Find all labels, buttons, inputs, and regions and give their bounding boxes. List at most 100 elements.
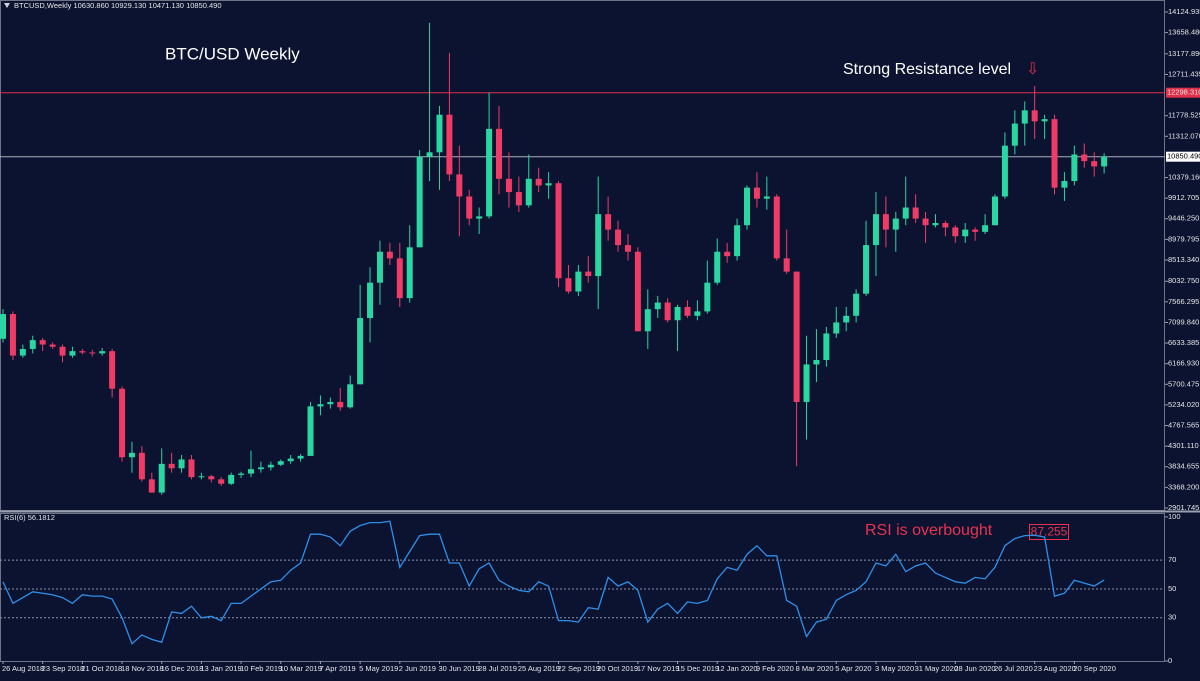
candle-body <box>59 346 66 356</box>
y-tick-label: 14124.935 <box>1168 7 1200 16</box>
current-price-label: 10850.490 <box>1167 152 1200 161</box>
annotation-rsi-value: 87.255 <box>1031 525 1068 539</box>
candle-body <box>863 245 870 294</box>
candle-body <box>496 128 502 179</box>
y-tick-label: 9446.250 <box>1168 214 1199 223</box>
y-tick-label: 9912.705 <box>1168 193 1199 202</box>
candle-body <box>714 251 721 283</box>
x-tick-label: 28 Jun 2020 <box>954 664 995 673</box>
candle-body <box>426 152 433 157</box>
y-tick-label: 7099.840 <box>1168 317 1199 326</box>
candle-body <box>406 247 413 299</box>
candle-body <box>148 479 155 493</box>
candle-body <box>724 251 731 257</box>
candle-body <box>644 309 651 332</box>
candle-body <box>257 467 264 470</box>
candle-body <box>89 352 96 354</box>
x-tick-label: 10 Mar 2019 <box>280 664 322 673</box>
y-tick-label: 12711.435 <box>1168 69 1200 78</box>
candle-body <box>753 187 760 199</box>
y-tick-label: 8032.750 <box>1168 276 1199 285</box>
candle-body <box>119 388 126 458</box>
candle-body <box>347 384 354 408</box>
candle-body <box>783 258 790 272</box>
candle-body <box>922 218 929 226</box>
candle-body <box>545 183 552 186</box>
x-tick-label: 25 Aug 2019 <box>518 664 560 673</box>
candle-body <box>525 178 532 206</box>
candle-body <box>982 225 989 232</box>
candle-body <box>952 227 959 237</box>
current-price-label-box <box>1166 151 1200 162</box>
rsi-header: RSI(6) 56.1812 <box>4 513 55 522</box>
candle-body <box>1011 123 1018 146</box>
x-tick-label: 5 May 2019 <box>359 664 398 673</box>
candle-body <box>337 401 344 408</box>
candle-body <box>79 351 86 353</box>
candle-body <box>128 452 135 458</box>
x-tick-label: 8 Mar 2020 <box>796 664 834 673</box>
candle-body <box>228 474 235 484</box>
annotation-rsi-value-box <box>1029 524 1069 540</box>
candle-body <box>218 479 225 484</box>
x-tick-label: 18 Nov 2018 <box>121 664 164 673</box>
candle-body <box>1091 161 1098 167</box>
candle-body <box>872 214 879 246</box>
x-tick-label: 21 Oct 2018 <box>81 664 122 673</box>
x-tick-label: 15 Dec 2019 <box>677 664 720 673</box>
candle-body <box>1021 110 1028 124</box>
rsi-tick-label: 70 <box>1168 555 1176 564</box>
candle-body <box>803 364 810 402</box>
candle-body <box>515 192 522 206</box>
annotation-arrow: ⇩ <box>1026 61 1039 78</box>
annotation-resistance: Strong Resistance level <box>843 61 1011 78</box>
candle-body <box>168 463 175 469</box>
y-tick-label: 5700.475 <box>1168 379 1199 388</box>
candle-body <box>19 348 26 356</box>
candle-body <box>466 196 473 219</box>
annotation-rsi: RSI is overbought <box>865 522 993 539</box>
candle-body <box>912 207 919 219</box>
candle-body <box>823 333 830 361</box>
candle-body <box>684 306 691 316</box>
candle-body <box>734 225 741 257</box>
y-tick-label: 4301.110 <box>1168 441 1199 450</box>
rsi-line <box>2 520 1105 645</box>
candle-body <box>615 229 622 246</box>
candle-body <box>49 344 56 347</box>
candle-body <box>555 183 562 279</box>
candle-body <box>793 271 800 402</box>
rsi-tick-label: 0 <box>1168 656 1172 665</box>
candle-body <box>1051 119 1058 188</box>
y-tick-label: 13658.480 <box>1168 28 1200 37</box>
x-tick-label: 20 Oct 2019 <box>597 664 638 673</box>
y-tick-label: 3368.200 <box>1168 482 1199 491</box>
candle-body <box>178 459 185 469</box>
candle-body <box>0 314 6 339</box>
candle-body <box>9 314 16 356</box>
candle-body <box>763 196 770 199</box>
candle-body <box>1041 119 1048 122</box>
candle-body <box>674 306 681 321</box>
y-tick-label: 13177.890 <box>1168 49 1200 58</box>
candle-body <box>624 245 631 252</box>
candle-body <box>843 315 850 323</box>
candle-body <box>575 271 582 292</box>
x-tick-label: 30 Jun 2019 <box>438 664 479 673</box>
x-tick-label: 23 Aug 2020 <box>1034 664 1076 673</box>
candle-body <box>634 251 641 332</box>
candle-body <box>99 351 106 354</box>
candle-body <box>585 271 592 277</box>
candle-body <box>535 178 542 186</box>
y-tick-label: 6166.930 <box>1168 359 1199 368</box>
candle-body <box>416 156 423 248</box>
candle-body <box>1071 154 1078 182</box>
candle-body <box>386 251 393 259</box>
candle-body <box>208 476 215 480</box>
candle-body <box>188 459 195 478</box>
candle-body <box>367 282 374 319</box>
candle-body <box>1081 154 1088 162</box>
candle-body <box>932 223 939 226</box>
candle-body <box>654 302 661 310</box>
